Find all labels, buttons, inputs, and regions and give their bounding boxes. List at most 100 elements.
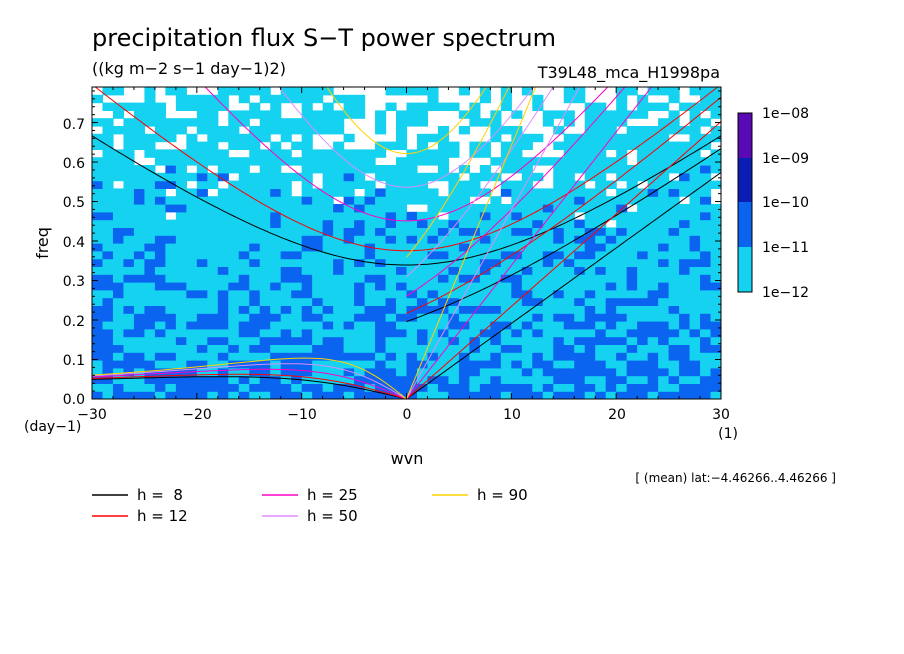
heatmap-cell bbox=[123, 102, 135, 111]
heatmap-cell bbox=[584, 297, 596, 306]
heatmap-cell bbox=[102, 336, 114, 345]
heatmap-cell bbox=[280, 227, 292, 236]
heatmap-cell bbox=[427, 282, 439, 291]
heatmap-cell bbox=[207, 180, 219, 189]
heatmap-cell bbox=[584, 118, 596, 127]
heatmap-cell bbox=[301, 141, 313, 150]
heatmap-cell bbox=[700, 219, 712, 228]
heatmap-cell bbox=[301, 149, 313, 158]
heatmap-cell bbox=[521, 172, 533, 182]
heatmap-cell bbox=[647, 313, 659, 322]
heatmap-cell bbox=[259, 250, 271, 260]
heatmap-cell bbox=[165, 321, 177, 330]
heatmap-cell bbox=[207, 375, 219, 384]
heatmap-cell bbox=[437, 313, 450, 322]
colorbar-segment bbox=[738, 247, 752, 292]
heatmap-cell bbox=[175, 266, 187, 275]
heatmap-cell bbox=[301, 367, 313, 377]
y-tick-label: 0.3 bbox=[63, 274, 85, 290]
heatmap-cell bbox=[270, 313, 282, 322]
heatmap-cell bbox=[385, 297, 397, 306]
heatmap-cell bbox=[280, 289, 292, 299]
heatmap-cell bbox=[165, 258, 177, 267]
heatmap-cell bbox=[270, 352, 282, 361]
heatmap-cell bbox=[574, 375, 586, 384]
heatmap-cell bbox=[521, 321, 533, 330]
heatmap-cell bbox=[458, 282, 470, 291]
heatmap-cell bbox=[196, 165, 208, 174]
heatmap-cell bbox=[647, 360, 659, 369]
y-tick-label: 0.6 bbox=[63, 156, 85, 172]
heatmap-cell bbox=[658, 305, 670, 314]
heatmap-cell bbox=[532, 391, 544, 399]
heatmap-cell bbox=[249, 133, 261, 143]
heatmap-cell bbox=[626, 165, 638, 174]
heatmap-cell bbox=[490, 157, 502, 166]
heatmap-cell bbox=[385, 274, 397, 283]
heatmap-cell bbox=[532, 235, 544, 244]
heatmap-cell bbox=[574, 289, 586, 299]
heatmap-cell bbox=[574, 196, 586, 205]
heatmap-cell bbox=[532, 360, 544, 369]
heatmap-cell bbox=[270, 118, 282, 127]
heatmap-cell bbox=[437, 321, 450, 330]
heatmap-cell bbox=[249, 352, 261, 361]
heatmap-cell bbox=[175, 289, 187, 299]
heatmap-cell bbox=[280, 219, 292, 228]
heatmap-cell bbox=[553, 204, 565, 213]
heatmap-cell bbox=[196, 375, 208, 384]
heatmap-cell bbox=[343, 274, 355, 283]
heatmap-cell bbox=[291, 227, 303, 236]
heatmap-cell bbox=[207, 94, 219, 104]
heatmap-cell bbox=[679, 274, 691, 283]
heatmap-cell bbox=[658, 219, 670, 228]
heatmap-cell bbox=[406, 367, 418, 377]
heatmap-cell bbox=[469, 352, 481, 361]
heatmap-cell bbox=[689, 313, 701, 322]
heatmap-cell bbox=[154, 196, 166, 205]
heatmap-cell bbox=[637, 126, 649, 135]
heatmap-cell bbox=[595, 204, 607, 213]
heatmap-cell bbox=[584, 110, 596, 119]
heatmap-cell bbox=[249, 344, 261, 353]
heatmap-cell bbox=[196, 297, 208, 306]
heatmap-cell bbox=[448, 328, 460, 338]
heatmap-cell bbox=[322, 110, 334, 119]
heatmap-cell bbox=[406, 118, 418, 127]
heatmap-cell bbox=[112, 172, 125, 182]
heatmap-cell bbox=[364, 250, 376, 260]
heatmap-cell bbox=[133, 321, 146, 330]
heatmap-cell bbox=[479, 352, 491, 361]
heatmap-cell bbox=[563, 313, 575, 322]
heatmap-cell bbox=[658, 204, 670, 213]
heatmap-cell bbox=[343, 180, 355, 189]
heatmap-cell bbox=[112, 383, 125, 392]
heatmap-cell bbox=[521, 360, 533, 369]
heatmap-cell bbox=[280, 188, 292, 197]
heatmap-cell bbox=[563, 157, 575, 166]
heatmap-cell bbox=[689, 87, 701, 96]
heatmap-cell bbox=[238, 313, 250, 322]
heatmap-cell bbox=[689, 282, 701, 291]
heatmap-cell bbox=[490, 352, 502, 361]
heatmap-cell bbox=[228, 344, 240, 353]
heatmap-cell bbox=[542, 328, 554, 338]
heatmap-cell bbox=[165, 180, 177, 189]
heatmap-cell bbox=[186, 289, 198, 299]
x-tick-label: 0 bbox=[403, 407, 412, 423]
heatmap-cell bbox=[385, 336, 397, 345]
heatmap-cell bbox=[616, 149, 628, 158]
heatmap-cell bbox=[616, 94, 628, 104]
heatmap-cell bbox=[416, 157, 429, 166]
heatmap-cell bbox=[637, 282, 649, 291]
heatmap-cell bbox=[186, 118, 198, 127]
heatmap-cell bbox=[175, 235, 187, 244]
axis-ticks bbox=[91, 87, 722, 400]
heatmap-cell bbox=[312, 336, 324, 345]
heatmap-cell bbox=[469, 102, 481, 111]
heatmap-cell bbox=[165, 165, 177, 174]
heatmap-cell bbox=[437, 196, 450, 205]
heatmap-cell bbox=[217, 289, 229, 299]
heatmap-cell bbox=[511, 305, 523, 314]
heatmap-cell bbox=[542, 196, 554, 205]
